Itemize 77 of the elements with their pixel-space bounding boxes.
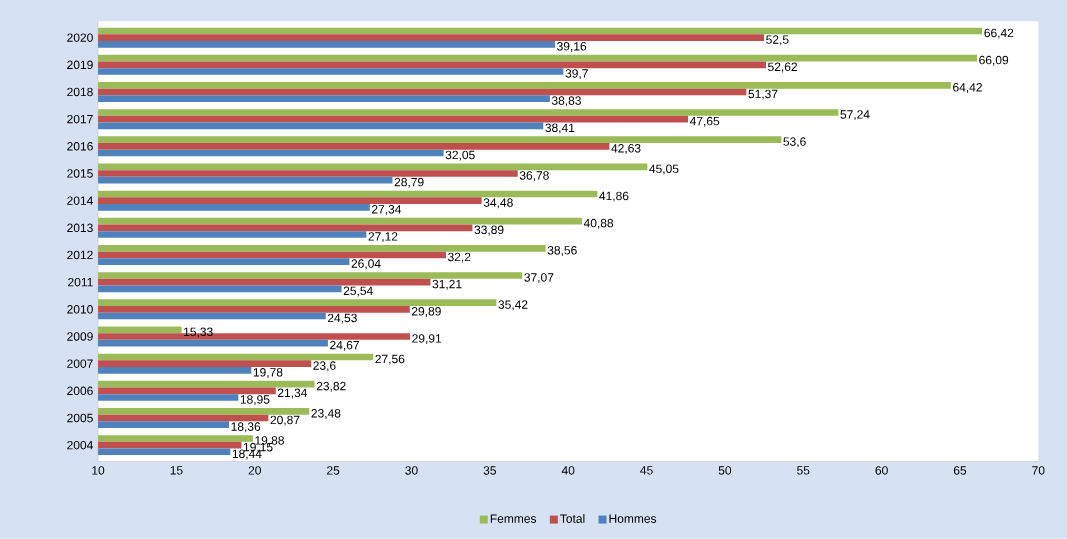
x-tick-label: 35	[483, 466, 496, 475]
y-tick-label: 2006	[67, 386, 93, 396]
data-label: 27,12	[368, 232, 398, 243]
data-label: 24,53	[327, 313, 357, 324]
data-label: 29,91	[412, 334, 442, 345]
data-label: 31,21	[432, 279, 462, 290]
x-tick-label: 40	[561, 466, 575, 475]
y-tick-label: 2004	[67, 440, 93, 450]
data-label: 23,6	[313, 361, 336, 372]
x-tick-label: 50	[718, 466, 732, 475]
x-tick-label: 45	[640, 466, 653, 475]
data-label: 39,16	[557, 42, 587, 52]
x-tick-label: 10	[92, 466, 105, 475]
data-label: 53,6	[783, 137, 806, 148]
data-label: 51,37	[748, 89, 778, 100]
data-label: 27,34	[371, 205, 402, 216]
y-tick-label: 2007	[67, 359, 93, 368]
data-label: 36,78	[519, 171, 549, 182]
y-tick-label: 2016	[67, 142, 93, 151]
y-tick-label: 2017	[67, 114, 93, 124]
data-label: 25,54	[343, 286, 373, 297]
x-tick-label: 30	[405, 466, 418, 475]
y-tick-label: 2011	[68, 277, 93, 287]
data-label: 27,56	[375, 354, 405, 365]
data-label: 39,7	[565, 69, 588, 80]
y-tick-label: 2012	[67, 250, 93, 260]
x-tick-label: 65	[953, 466, 967, 475]
data-label: 52,62	[768, 62, 797, 73]
data-label: 23,48	[311, 409, 341, 420]
data-label: 64,42	[953, 83, 982, 93]
x-tick-label: 70	[1032, 466, 1045, 475]
data-label: 18,95	[240, 395, 270, 406]
data-label: 26,04	[351, 259, 381, 270]
data-label: 52,5	[766, 35, 789, 46]
y-tick-label: 2010	[67, 305, 93, 314]
x-tick-label: 25	[327, 466, 340, 475]
data-label: 24,67	[330, 340, 359, 351]
data-label: 38,41	[545, 123, 575, 134]
data-label: 66,42	[984, 28, 1014, 39]
y-tick-label: 2020	[67, 33, 93, 42]
y-tick-label: 2009	[67, 332, 93, 341]
data-label: 32,2	[448, 252, 471, 263]
x-tick-label: 60	[875, 466, 888, 475]
y-tick-label: 2018	[67, 87, 93, 97]
data-label: 35,42	[498, 300, 528, 311]
data-label: 28,79	[394, 177, 424, 188]
data-label: 40,88	[583, 218, 614, 229]
legend-label: Hommes	[609, 514, 657, 523]
x-tick-label: 55	[797, 466, 810, 475]
data-label: 33,89	[474, 225, 504, 236]
x-tick-label: 20	[248, 466, 261, 475]
y-tick-label: 2015	[67, 169, 93, 178]
data-label: 37,07	[524, 273, 554, 284]
data-label: 38,56	[547, 246, 577, 257]
data-label: 23,82	[316, 381, 346, 392]
data-label: 29,89	[411, 307, 441, 318]
data-label: 15,33	[184, 327, 213, 338]
y-tick-label: 2014	[67, 196, 93, 205]
data-label: 47,65	[689, 116, 720, 127]
y-tick-label: 2005	[67, 413, 93, 423]
y-tick-label: 2013	[67, 223, 93, 233]
x-tick-label: 15	[170, 466, 183, 475]
legend-label: Femmes	[490, 514, 537, 523]
data-label: 21,34	[277, 388, 308, 399]
data-label: 19,78	[253, 368, 283, 379]
data-label: 20,87	[270, 415, 300, 426]
data-label: 66,09	[979, 55, 1009, 66]
data-label: 45,05	[649, 164, 679, 175]
data-label: 57,24	[840, 110, 870, 121]
data-label: 18,36	[231, 422, 261, 433]
data-label: 41,86	[599, 191, 629, 202]
data-label: 38,83	[551, 96, 581, 107]
data-label: 34,48	[483, 198, 513, 209]
data-label: 42,63	[611, 144, 641, 155]
legend-label: Total	[560, 514, 585, 523]
data-label: 32,05	[445, 150, 475, 161]
y-tick-label: 2019	[67, 60, 93, 70]
